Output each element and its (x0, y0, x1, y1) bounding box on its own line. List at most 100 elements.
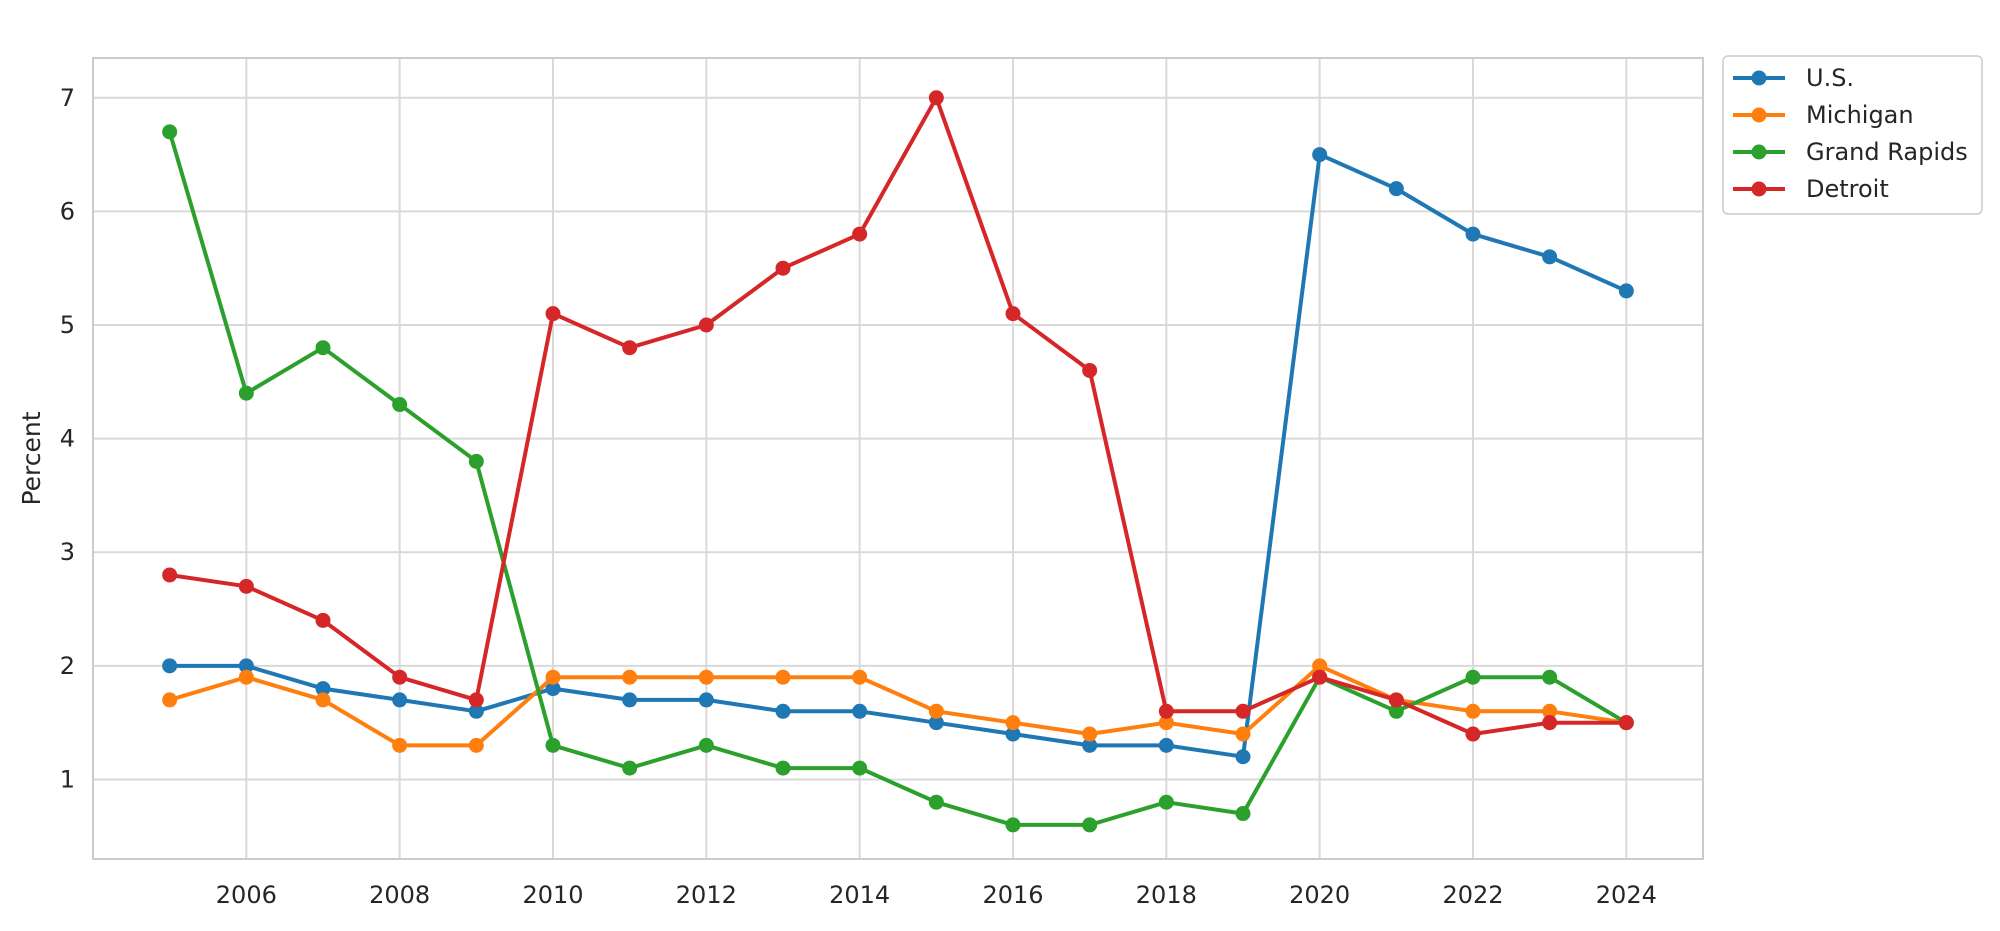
data-point-u-s (545, 681, 561, 697)
y-tick-label: 2 (60, 652, 75, 680)
data-point-michigan (392, 737, 408, 753)
data-point-u-s (928, 715, 944, 731)
y-tick-label: 4 (60, 425, 75, 453)
data-point-grand-rapids (315, 340, 331, 356)
data-point-detroit (852, 226, 868, 242)
data-point-detroit (315, 612, 331, 628)
data-point-grand-rapids (1235, 806, 1251, 822)
data-point-detroit (622, 340, 638, 356)
data-point-u-s (238, 658, 254, 674)
data-point-u-s (468, 703, 484, 719)
data-point-grand-rapids (1082, 817, 1098, 833)
x-tick-label: 2008 (369, 881, 430, 909)
data-point-detroit (1465, 726, 1481, 742)
plot-area-frame (92, 57, 1704, 860)
data-point-grand-rapids (1542, 669, 1558, 685)
data-point-u-s (1235, 749, 1251, 765)
data-point-michigan (1312, 658, 1328, 674)
data-point-detroit (775, 260, 791, 276)
series-line-grand-rapids (167, 129, 1629, 827)
x-tick-label: 2014 (829, 881, 890, 909)
data-point-u-s (1542, 249, 1558, 265)
series-line-u-s (167, 152, 1629, 759)
data-point-grand-rapids (1388, 703, 1404, 719)
data-point-detroit (545, 306, 561, 322)
data-point-u-s (1618, 283, 1634, 299)
data-point-michigan (1082, 726, 1098, 742)
legend-label: Grand Rapids (1806, 138, 1968, 166)
y-tick-label: 3 (60, 538, 75, 566)
data-point-grand-rapids (1005, 817, 1021, 833)
data-point-grand-rapids (1465, 669, 1481, 685)
data-point-detroit (928, 90, 944, 106)
legend-item-grand-rapids: Grand Rapids (1733, 138, 1968, 166)
legend-item-michigan: Michigan (1733, 101, 1914, 129)
x-tick-label: 2012 (676, 881, 737, 909)
data-point-michigan (928, 703, 944, 719)
series-grand-rapids (162, 124, 1634, 833)
data-point-detroit (468, 692, 484, 708)
legend-item-detroit: Detroit (1733, 175, 1889, 203)
series-layer (162, 90, 1634, 833)
x-tick-label: 2024 (1596, 881, 1657, 909)
x-tick-label: 2018 (1136, 881, 1197, 909)
data-point-u-s (1465, 226, 1481, 242)
data-point-michigan (1235, 726, 1251, 742)
data-point-grand-rapids (468, 453, 484, 469)
data-point-grand-rapids (928, 794, 944, 810)
y-axis-ticks: 1 2 3 4 5 6 7 (60, 84, 75, 794)
data-point-grand-rapids (698, 737, 714, 753)
data-point-grand-rapids (238, 385, 254, 401)
data-point-michigan (1465, 703, 1481, 719)
data-point-grand-rapids (1158, 794, 1174, 810)
data-point-michigan (1158, 715, 1174, 731)
data-point-detroit (1312, 669, 1328, 685)
data-point-detroit (1158, 703, 1174, 719)
legend-marker (1751, 107, 1767, 123)
grid (93, 58, 1703, 859)
data-point-u-s (852, 703, 868, 719)
legend-item-u-s: U.S. (1733, 64, 1854, 92)
data-point-detroit (1618, 715, 1634, 731)
legend: U.S. Michigan Grand Rapids Detroit (1722, 55, 1983, 215)
x-tick-label: 2016 (982, 881, 1043, 909)
data-point-u-s (315, 681, 331, 697)
data-point-u-s (698, 692, 714, 708)
x-axis-ticks: 2006 2008 2010 2012 2014 2016 2018 2020 2022 2024 (216, 881, 1657, 909)
data-point-detroit (238, 578, 254, 594)
x-tick-label: 2006 (216, 881, 277, 909)
data-point-michigan (545, 669, 561, 685)
y-tick-label: 7 (60, 84, 75, 112)
legend-marker (1751, 181, 1767, 197)
data-point-grand-rapids (852, 760, 868, 776)
y-tick-label: 1 (60, 765, 75, 793)
y-tick-label: 5 (60, 311, 75, 339)
data-point-grand-rapids (775, 760, 791, 776)
data-point-detroit (1005, 306, 1021, 322)
legend-box (1722, 55, 1983, 215)
data-point-u-s (775, 703, 791, 719)
x-tick-label: 2010 (522, 881, 583, 909)
data-point-detroit (1235, 703, 1251, 719)
legend-label: U.S. (1806, 64, 1854, 92)
series-detroit (162, 90, 1634, 742)
data-point-grand-rapids (622, 760, 638, 776)
data-point-michigan (468, 737, 484, 753)
data-point-u-s (1158, 737, 1174, 753)
x-tick-label: 2022 (1442, 881, 1503, 909)
x-tick-label: 2020 (1289, 881, 1350, 909)
data-point-u-s (392, 692, 408, 708)
data-point-michigan (622, 669, 638, 685)
data-point-michigan (698, 669, 714, 685)
data-point-detroit (162, 567, 178, 583)
legend-label: Michigan (1806, 101, 1914, 129)
data-point-detroit (1082, 362, 1098, 378)
data-point-u-s (622, 692, 638, 708)
data-point-michigan (162, 692, 178, 708)
data-point-grand-rapids (162, 124, 178, 140)
y-tick-label: 6 (60, 197, 75, 225)
data-point-michigan (238, 669, 254, 685)
data-point-grand-rapids (545, 737, 561, 753)
